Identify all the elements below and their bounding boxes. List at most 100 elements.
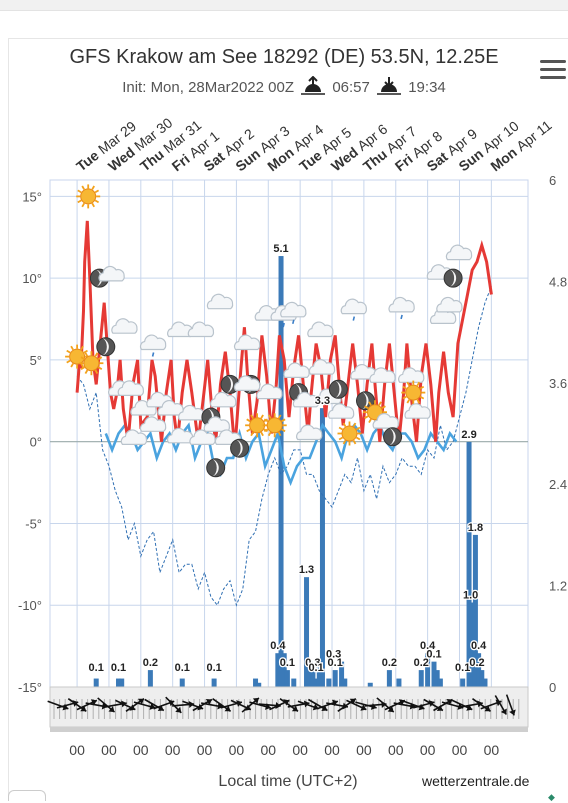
wind-arrow xyxy=(384,699,406,711)
wind-arrow xyxy=(346,699,367,711)
precip-label: 1.0 xyxy=(463,590,478,602)
precip-label: 0.4 xyxy=(420,640,436,652)
rain-cloud-icon xyxy=(340,298,367,321)
cloud-icon xyxy=(117,380,144,396)
wind-arrow xyxy=(316,699,339,710)
precip-bar xyxy=(476,653,482,687)
cloud-icon xyxy=(203,416,230,432)
cloud-icon xyxy=(187,321,215,338)
precip-bar xyxy=(316,661,322,687)
precip-label: 0.1 xyxy=(426,649,441,661)
precip-bar xyxy=(434,670,440,687)
precip-bar xyxy=(386,670,392,687)
cloud-icon xyxy=(398,367,425,383)
scrollbar-track xyxy=(50,727,528,732)
chart-title: GFS Krakow am See 18292 (DE) 53.5N, 12.2… xyxy=(69,46,499,68)
y-tick-label: 5° xyxy=(30,353,42,368)
dewpoint-line xyxy=(76,286,492,607)
precip-bar xyxy=(116,678,122,687)
wind-arrow xyxy=(201,702,223,710)
moon-icon xyxy=(230,438,250,458)
wind-arrow xyxy=(480,699,502,710)
wind-arrow xyxy=(144,698,165,712)
precip-bar xyxy=(313,678,319,687)
precip-bar xyxy=(479,670,485,687)
y2-tick-label: 3.6 xyxy=(549,376,567,391)
credit-label: wetterzentrale.de xyxy=(421,773,530,789)
cloud-icon xyxy=(369,367,396,383)
precip-label: 0.2 xyxy=(414,657,429,669)
y-tick-label: 0° xyxy=(30,435,42,450)
menu-icon[interactable] xyxy=(540,60,566,82)
x-tick-label: 00 xyxy=(165,742,181,758)
wind-arrow xyxy=(403,700,425,711)
sun-icon xyxy=(79,351,104,376)
precip-bar xyxy=(307,661,313,687)
y-tick-label: -5° xyxy=(25,516,42,531)
y2-tick-label: 1.2 xyxy=(549,579,567,594)
moon-icon xyxy=(328,379,348,399)
cloud-icon xyxy=(327,403,355,419)
y-tick-label: 10° xyxy=(22,271,42,286)
precip-bar xyxy=(211,678,217,687)
precip-label: 0.1 xyxy=(89,662,104,674)
precip-label: 0.2 xyxy=(469,657,484,669)
precip-bar xyxy=(281,653,287,687)
precip-bar xyxy=(367,682,373,687)
cloud-icon xyxy=(436,296,463,313)
precip-bar xyxy=(431,661,437,687)
browser-top-bar xyxy=(0,0,568,11)
precip-label: 3.3 xyxy=(315,395,330,407)
precip-label: 0.3 xyxy=(326,649,341,661)
x-tick-label: 00 xyxy=(356,742,372,758)
wind-arrow xyxy=(441,701,464,710)
precip-label: 0.1 xyxy=(328,657,343,669)
precip-bar xyxy=(119,678,125,687)
cloud-icon xyxy=(233,334,261,351)
y2-tick-label: 4.8 xyxy=(549,274,567,289)
wind-arrow xyxy=(494,695,507,715)
precip-label: 0.1 xyxy=(111,662,126,674)
precip-label: 2.9 xyxy=(461,429,476,441)
x-tick-label: 00 xyxy=(101,742,117,758)
precip-bar xyxy=(304,577,310,687)
precip-bar xyxy=(469,602,475,687)
wind-arrow xyxy=(307,698,328,712)
precip-label: 0.4 xyxy=(270,640,286,652)
precip-bar xyxy=(291,678,297,687)
precip-label: 0.1 xyxy=(308,662,323,674)
precip-label: 5.1 xyxy=(273,243,288,255)
precip-bar xyxy=(310,670,316,687)
cloud-icon xyxy=(404,403,431,419)
wind-arrow xyxy=(423,698,444,712)
cloud-icon xyxy=(283,362,310,378)
wind-arrow xyxy=(241,697,260,713)
sun-icon xyxy=(262,413,287,438)
wind-arrow xyxy=(279,698,299,712)
precip-label: 1.8 xyxy=(468,522,483,534)
precip-label: 1.3 xyxy=(299,564,314,576)
wind-arrow xyxy=(125,698,145,712)
sun-icon xyxy=(245,413,270,438)
cloud-icon xyxy=(233,375,261,391)
precip-bar xyxy=(326,678,332,687)
cloud-icon xyxy=(210,391,237,408)
cloud-icon xyxy=(256,383,283,400)
wind-arrow xyxy=(505,694,516,716)
precip-label: 0.2 xyxy=(382,657,397,669)
y-tick-label: -15° xyxy=(18,680,42,695)
precip-label: 0.3 xyxy=(305,657,320,669)
bottom-tab[interactable] xyxy=(8,790,46,801)
wind-arrow xyxy=(376,697,395,713)
precip-label: 0.1 xyxy=(175,662,190,674)
cloud-icon xyxy=(120,429,148,445)
cloud-icon xyxy=(372,413,399,429)
precip-bar xyxy=(332,670,338,687)
y2-tick-label: 2.4 xyxy=(549,477,567,492)
sun-icon xyxy=(76,184,101,209)
wind-arrow xyxy=(67,698,87,712)
wind-arrow xyxy=(451,699,473,711)
precip-bar xyxy=(472,534,478,687)
precip-bar xyxy=(396,678,402,687)
